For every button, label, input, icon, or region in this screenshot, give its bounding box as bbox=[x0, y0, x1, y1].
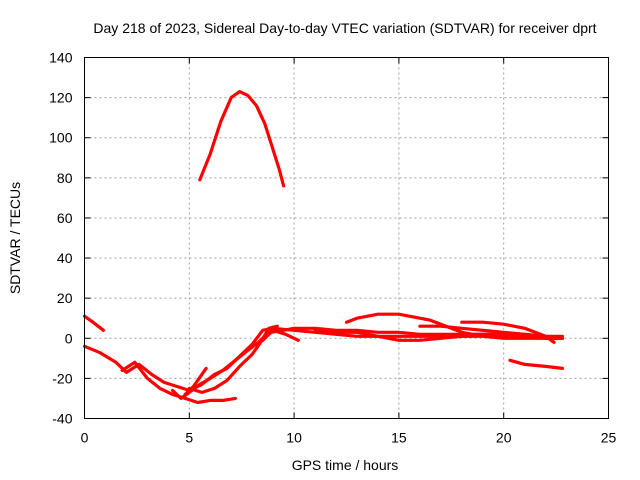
chart-title: Day 218 of 2023, Sidereal Day-to-day VTE… bbox=[93, 20, 596, 36]
series-arc-13 bbox=[508, 358, 565, 370]
x-tick-label: 5 bbox=[185, 430, 193, 446]
series-arc-10 bbox=[344, 312, 506, 336]
y-tick-label: -40 bbox=[52, 411, 72, 427]
y-tick-label: 120 bbox=[49, 90, 73, 106]
y-tick-label: 80 bbox=[57, 170, 73, 186]
ticks: 0 5 10 15 20 25 -40 -20 0 20 40 60 80 100 120 140 bbox=[49, 50, 616, 446]
y-tick-label: 60 bbox=[57, 210, 73, 226]
series-arc-7 bbox=[198, 89, 286, 188]
series-arc-1 bbox=[82, 314, 106, 332]
series-arc-8 bbox=[261, 326, 565, 342]
series-arc-2 bbox=[82, 326, 565, 392]
x-tick-label: 0 bbox=[81, 430, 89, 446]
series-arc-12 bbox=[460, 320, 548, 338]
plot-frame bbox=[84, 57, 609, 419]
x-axis-label: GPS time / hours bbox=[292, 457, 399, 473]
x-tick-label: 25 bbox=[601, 430, 617, 446]
series-arc-5 bbox=[183, 366, 208, 396]
y-tick-label: 0 bbox=[65, 330, 73, 346]
x-tick-label: 10 bbox=[286, 430, 302, 446]
y-tick-label: 140 bbox=[49, 50, 73, 66]
y-tick-label: 100 bbox=[49, 130, 73, 146]
y-tick-label: 20 bbox=[57, 290, 73, 306]
y-axis-label: SDTVAR / TECUs bbox=[7, 182, 23, 294]
x-tick-label: 20 bbox=[496, 430, 512, 446]
series-arc-6 bbox=[187, 324, 279, 394]
x-tick-label: 15 bbox=[391, 430, 407, 446]
data-series bbox=[82, 89, 565, 405]
y-tick-label: 40 bbox=[57, 250, 73, 266]
y-tick-label: -20 bbox=[52, 370, 72, 386]
